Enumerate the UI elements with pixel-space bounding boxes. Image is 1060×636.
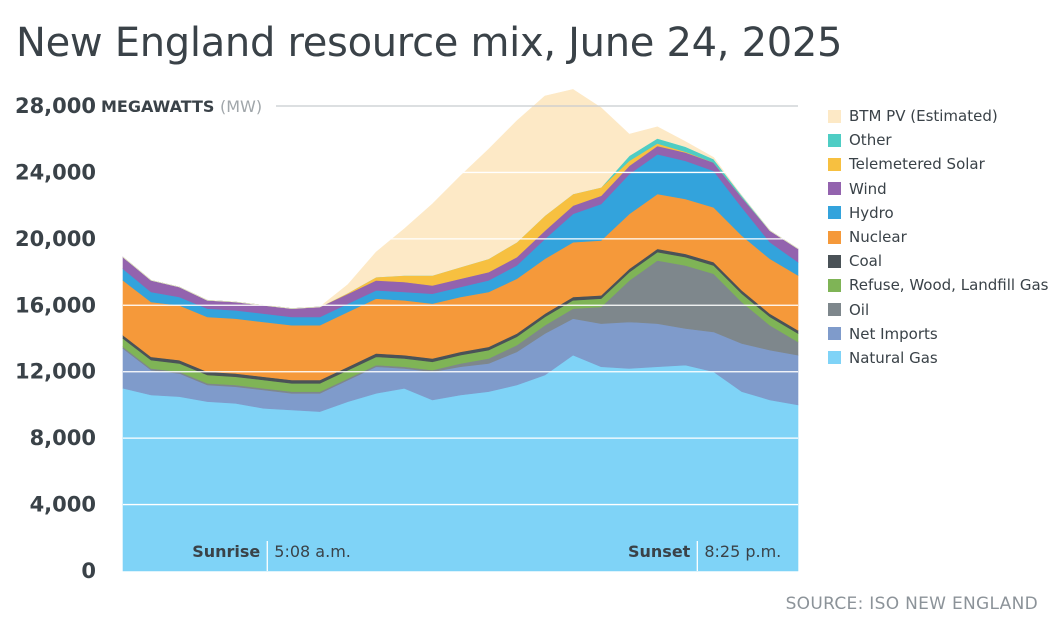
sunset-label: Sunset	[628, 542, 691, 561]
sunset-time: 8:25 p.m.	[704, 542, 781, 561]
legend-item: Net Imports	[828, 322, 1048, 346]
sunrise-label: Sunrise	[192, 542, 260, 561]
y-unit-abbr: (MW)	[220, 97, 262, 116]
legend-label: Hydro	[849, 203, 894, 222]
legend-label: Net Imports	[849, 324, 938, 343]
legend-item: Coal	[828, 249, 1048, 273]
legend-label: Other	[849, 131, 892, 150]
grid-lines	[123, 105, 798, 506]
legend-swatch	[828, 327, 841, 341]
chart-title: New England resource mix, June 24, 2025	[16, 20, 843, 66]
legend-label: Oil	[849, 300, 870, 319]
y-tick-label: 12,000	[15, 360, 96, 384]
legend-swatch	[828, 206, 841, 220]
y-tick-label: 24,000	[15, 160, 96, 184]
legend-swatch	[828, 133, 841, 147]
y-axis: 0 4,000 8,000 12,000 16,000 20,000 24,000 28,00…	[15, 94, 262, 583]
legend-item: Refuse, Wood, Landfill Gas	[828, 273, 1048, 297]
legend-item: Telemetered Solar	[828, 152, 1048, 176]
sun-annotations: Sunrise 5:08 a.m. Sunset 8:25 p.m.	[192, 541, 781, 571]
stacked-areas	[122, 89, 799, 572]
legend-label: Coal	[849, 252, 883, 271]
legend-swatch	[828, 182, 841, 196]
area-btm-pv-estimated	[122, 89, 799, 309]
legend-label: Nuclear	[849, 228, 907, 247]
legend-swatch	[828, 109, 841, 123]
legend-swatch	[828, 254, 841, 268]
y-tick-label: 20,000	[15, 227, 96, 251]
sunrise-time: 5:08 a.m.	[274, 542, 351, 561]
y-tick-label: 4,000	[30, 493, 96, 517]
legend-swatch	[828, 351, 841, 365]
legend: BTM PV (Estimated) Other Telemetered Solar…	[828, 104, 1048, 370]
legend-swatch	[828, 278, 841, 292]
source-note: SOURCE: ISO NEW ENGLAND	[785, 594, 1038, 614]
y-tick-label: 16,000	[15, 293, 96, 317]
y-tick-label: 0	[81, 559, 96, 583]
legend-item: Other	[828, 128, 1048, 152]
y-tick-label: 8,000	[30, 426, 96, 450]
legend-label: Refuse, Wood, Landfill Gas	[849, 276, 1049, 295]
legend-item: Wind	[828, 177, 1048, 201]
legend-label: BTM PV (Estimated)	[849, 107, 998, 126]
legend-swatch	[828, 230, 841, 244]
legend-item: Oil	[828, 298, 1048, 322]
legend-item: Nuclear	[828, 225, 1048, 249]
legend-label: Telemetered Solar	[849, 155, 985, 174]
legend-item: Natural Gas	[828, 346, 1048, 370]
legend-label: Wind	[849, 179, 887, 198]
y-tick-label: 28,000	[15, 94, 96, 118]
legend-item: BTM PV (Estimated)	[828, 104, 1048, 128]
legend-swatch	[828, 303, 841, 317]
legend-item: Hydro	[828, 201, 1048, 225]
legend-label: Natural Gas	[849, 348, 938, 367]
y-unit-label: MEGAWATTS	[101, 97, 214, 116]
legend-swatch	[828, 157, 841, 171]
